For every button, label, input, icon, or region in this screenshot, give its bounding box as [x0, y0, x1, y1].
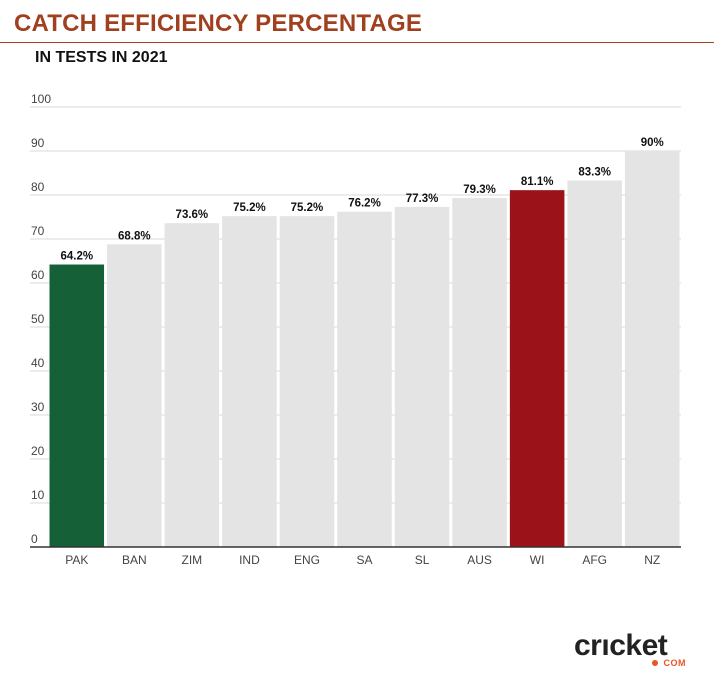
bar-ban: [107, 244, 162, 547]
brand-dot-icon: [652, 660, 658, 666]
y-tick-label: 20: [31, 444, 45, 458]
y-axis-tick-labels: 0 10 20 30 40 50 60 70 80 90 100: [31, 92, 51, 546]
data-label: 79.3%: [463, 184, 496, 196]
y-tick-label: 80: [31, 180, 45, 194]
x-tick-label: PAK: [65, 553, 88, 567]
y-tick-label: 10: [31, 488, 45, 502]
data-label: 76.2%: [348, 198, 381, 210]
data-label: 75.2%: [291, 202, 324, 214]
data-label: 90%: [641, 137, 664, 149]
y-tick-label: 40: [31, 356, 45, 370]
x-tick-label: BAN: [122, 553, 147, 567]
x-tick-label: ENG: [294, 553, 320, 567]
bar-eng: [279, 216, 335, 547]
chart-subtitle: IN TESTS IN 2021: [35, 49, 168, 66]
y-tick-label: 50: [31, 312, 45, 326]
x-tick-label: NZ: [644, 553, 660, 567]
y-tick-label: 70: [31, 224, 45, 238]
bars: [49, 151, 680, 548]
y-tick-label: 100: [31, 92, 51, 106]
chart-title: CATCH EFFICIENCY PERCENTAGE: [14, 10, 423, 37]
data-label: 64.2%: [60, 251, 93, 263]
data-labels: 64.2% 68.8% 73.6% 75.2% 75.2% 76.2% 77.3% 79.3%…: [60, 137, 663, 263]
data-label: 81.1%: [521, 176, 554, 188]
brand-suffix: COM: [663, 658, 686, 668]
bar-pak: [49, 264, 105, 547]
y-tick-label: 90: [31, 136, 45, 150]
bar-sa: [337, 211, 392, 547]
data-label: 83.3%: [578, 166, 611, 178]
bar-wi: [509, 190, 565, 547]
x-tick-label: ZIM: [182, 553, 203, 567]
x-tick-label: AFG: [582, 553, 607, 567]
data-label: 77.3%: [406, 193, 439, 205]
bar-ind: [222, 216, 277, 547]
y-tick-label: 0: [31, 532, 38, 546]
bar-afg: [567, 180, 622, 548]
x-tick-label: SA: [356, 553, 372, 567]
data-label: 73.6%: [176, 209, 209, 221]
title-divider: [0, 42, 714, 43]
bar-nz: [624, 151, 680, 547]
bar-chart: 0 10 20 30 40 50 60 70 80 90 100 64.2% 68.8% 73.6% 75…: [30, 92, 681, 567]
x-tick-label: IND: [239, 553, 260, 567]
bar-sl: [394, 206, 450, 547]
brand-wordmark: crıcket: [574, 629, 668, 662]
y-tick-label: 30: [31, 400, 45, 414]
x-tick-label: SL: [415, 553, 430, 567]
x-tick-label: WI: [530, 553, 545, 567]
bar-zim: [164, 223, 220, 547]
brand-logo: crıcket COM: [574, 630, 686, 672]
data-label: 75.2%: [233, 202, 266, 214]
x-axis-tick-labels: PAK BAN ZIM IND ENG SA SL AUS WI AFG NZ: [65, 553, 660, 567]
y-tick-label: 60: [31, 268, 45, 282]
data-label: 68.8%: [118, 230, 151, 242]
bar-aus: [452, 198, 507, 547]
x-tick-label: AUS: [467, 553, 492, 567]
